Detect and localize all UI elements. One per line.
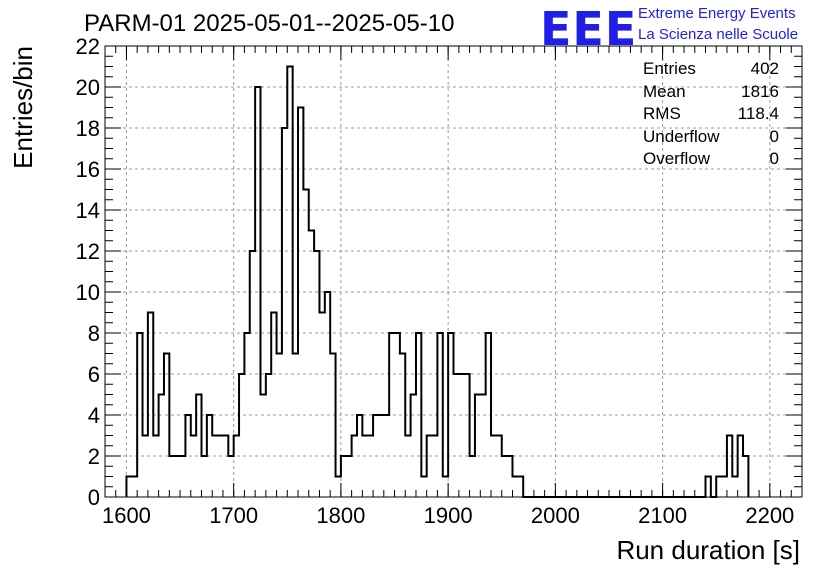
stat-label: Underflow bbox=[643, 126, 720, 146]
y-tick-label: 20 bbox=[76, 75, 100, 100]
stat-label: Overflow bbox=[643, 149, 711, 168]
stat-value: 1816 bbox=[741, 81, 779, 101]
stat-row-underflow: Underflow 0 bbox=[643, 126, 779, 149]
stat-label: Mean bbox=[643, 81, 686, 101]
x-tick-label: 1900 bbox=[424, 503, 473, 528]
stat-value: 0 bbox=[769, 126, 779, 146]
x-tick-label: 1700 bbox=[209, 503, 258, 528]
y-tick-label: 4 bbox=[88, 403, 100, 428]
eee-logo: EEE bbox=[540, 2, 638, 56]
y-tick-label: 14 bbox=[76, 198, 100, 223]
y-tick-label: 8 bbox=[88, 321, 100, 346]
y-tick-label: 18 bbox=[76, 116, 100, 141]
y-tick-label: 16 bbox=[76, 157, 100, 182]
y-axis-label: Entries/bin bbox=[8, 46, 38, 169]
x-tick-label: 2000 bbox=[531, 503, 580, 528]
x-tick-label: 1800 bbox=[316, 503, 365, 528]
x-tick-label: 1600 bbox=[102, 503, 151, 528]
stat-label: RMS bbox=[643, 104, 681, 123]
stats-box: Entries 402 Mean 1816 RMS 118.4 Underflo… bbox=[643, 58, 779, 171]
stat-value: 0 bbox=[769, 149, 779, 168]
stat-row-entries: Entries 402 bbox=[643, 58, 779, 81]
stat-value: 118.4 bbox=[737, 104, 779, 123]
stat-row-overflow: Overflow 0 bbox=[643, 148, 779, 171]
stat-row-rms: RMS 118.4 bbox=[643, 103, 779, 126]
y-tick-label: 10 bbox=[76, 280, 100, 305]
stat-label: Entries bbox=[643, 59, 696, 78]
histogram-line bbox=[125, 65, 750, 498]
y-tick-label: 2 bbox=[88, 444, 100, 469]
x-axis-label: Run duration [s] bbox=[616, 535, 800, 565]
stat-row-mean: Mean 1816 bbox=[643, 81, 779, 104]
y-tick-label: 0 bbox=[88, 485, 100, 510]
y-tick-label: 22 bbox=[76, 34, 100, 59]
y-tick-label: 6 bbox=[88, 362, 100, 387]
x-tick-label: 2100 bbox=[638, 503, 687, 528]
axes: 1600 1700 1800 1900 2000 2100 2200024681012141… bbox=[76, 34, 803, 528]
x-tick-label: 2200 bbox=[745, 503, 794, 528]
stat-value: 402 bbox=[750, 59, 779, 78]
chart-title: PARM-01 2025-05-01--2025-05-10 bbox=[84, 10, 455, 37]
logo-line-1: Extreme Energy Events bbox=[638, 5, 796, 22]
y-tick-label: 12 bbox=[76, 239, 100, 264]
logo-line-2: La Scienza nelle Scuole bbox=[638, 26, 799, 43]
